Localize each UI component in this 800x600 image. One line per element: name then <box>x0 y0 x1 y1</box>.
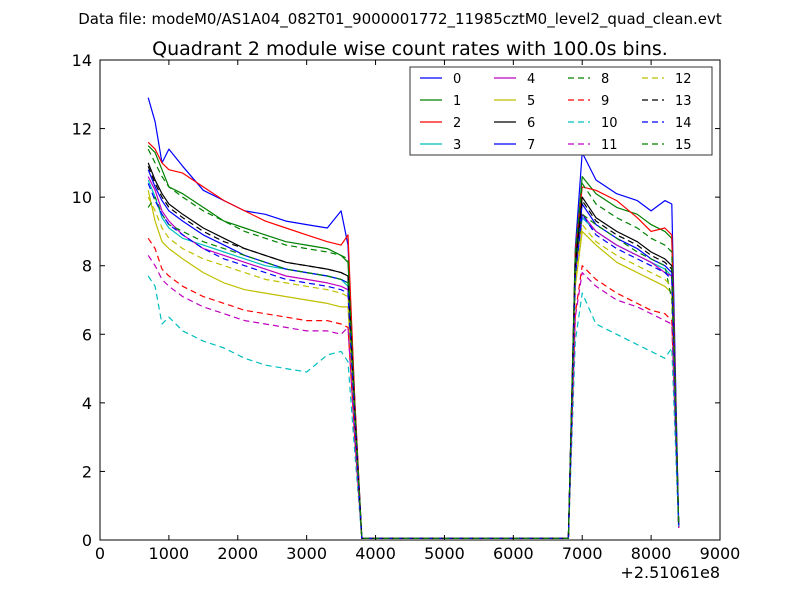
x-tick-label: 4000 <box>355 544 396 563</box>
x-tick-label: 8000 <box>631 544 672 563</box>
legend-label-11: 11 <box>601 138 618 153</box>
plot-frame <box>99 59 721 541</box>
y-tick-label: 14 <box>72 51 92 70</box>
y-tick-label: 10 <box>72 188 92 207</box>
legend-label-1: 1 <box>453 94 461 109</box>
legend-box <box>409 66 713 156</box>
x-tick-label: 6000 <box>493 544 534 563</box>
series-11-line <box>147 255 680 539</box>
series-9-line <box>147 237 680 539</box>
series-0-line <box>147 97 680 539</box>
series-15-line <box>147 148 680 539</box>
legend-label-0: 0 <box>453 72 461 87</box>
chart-title: Quadrant 2 module wise count rates with … <box>152 38 668 60</box>
series-14-line <box>147 183 680 539</box>
series-2-line <box>147 141 680 539</box>
series-4-line <box>147 176 680 539</box>
y-tick-label: 8 <box>82 257 92 276</box>
legend-label-4: 4 <box>527 72 535 87</box>
legend-label-10: 10 <box>601 116 618 131</box>
series-7-line <box>147 169 680 539</box>
y-tick-label: 6 <box>82 325 92 344</box>
x-tick-label: 5000 <box>424 544 465 563</box>
legend-label-7: 7 <box>527 138 535 153</box>
legend-label-14: 14 <box>675 116 692 131</box>
x-tick-label: 3000 <box>286 544 327 563</box>
legend-label-2: 2 <box>453 116 461 131</box>
legend-label-15: 15 <box>675 138 692 153</box>
x-tick-label: 1000 <box>149 544 190 563</box>
legend-label-9: 9 <box>601 94 609 109</box>
legend-label-3: 3 <box>453 138 461 153</box>
x-tick-label: 0 <box>95 544 105 563</box>
legend-label-12: 12 <box>675 72 692 87</box>
series-1-line <box>147 145 680 539</box>
y-tick-label: 2 <box>82 462 92 481</box>
series-12-line <box>147 196 680 539</box>
series-5-line <box>147 190 680 539</box>
y-tick-label: 0 <box>82 531 92 550</box>
y-tick-label: 4 <box>82 394 92 413</box>
x-tick-label: 2000 <box>217 544 258 563</box>
series-layer <box>147 97 680 539</box>
legend-label-5: 5 <box>527 94 535 109</box>
x-tick-label: 9000 <box>700 544 741 563</box>
x-offset-label: +2.51061e8 <box>620 563 720 582</box>
ticks-layer: 0 1000 2000 3000 4000 5000 6000 7000 8000 9000 0 2 4… <box>72 51 741 563</box>
legend-label-8: 8 <box>601 72 609 87</box>
legend-label-6: 6 <box>527 116 535 131</box>
y-tick-label: 12 <box>72 120 92 139</box>
chart-suptitle: Data file: modeM0/AS1A04_082T01_90000017… <box>78 10 722 29</box>
series-10-line <box>147 275 680 539</box>
legend-label-13: 13 <box>675 94 692 109</box>
x-tick-label: 7000 <box>562 544 603 563</box>
series-8-line <box>147 196 680 539</box>
series-6-line <box>147 162 680 539</box>
